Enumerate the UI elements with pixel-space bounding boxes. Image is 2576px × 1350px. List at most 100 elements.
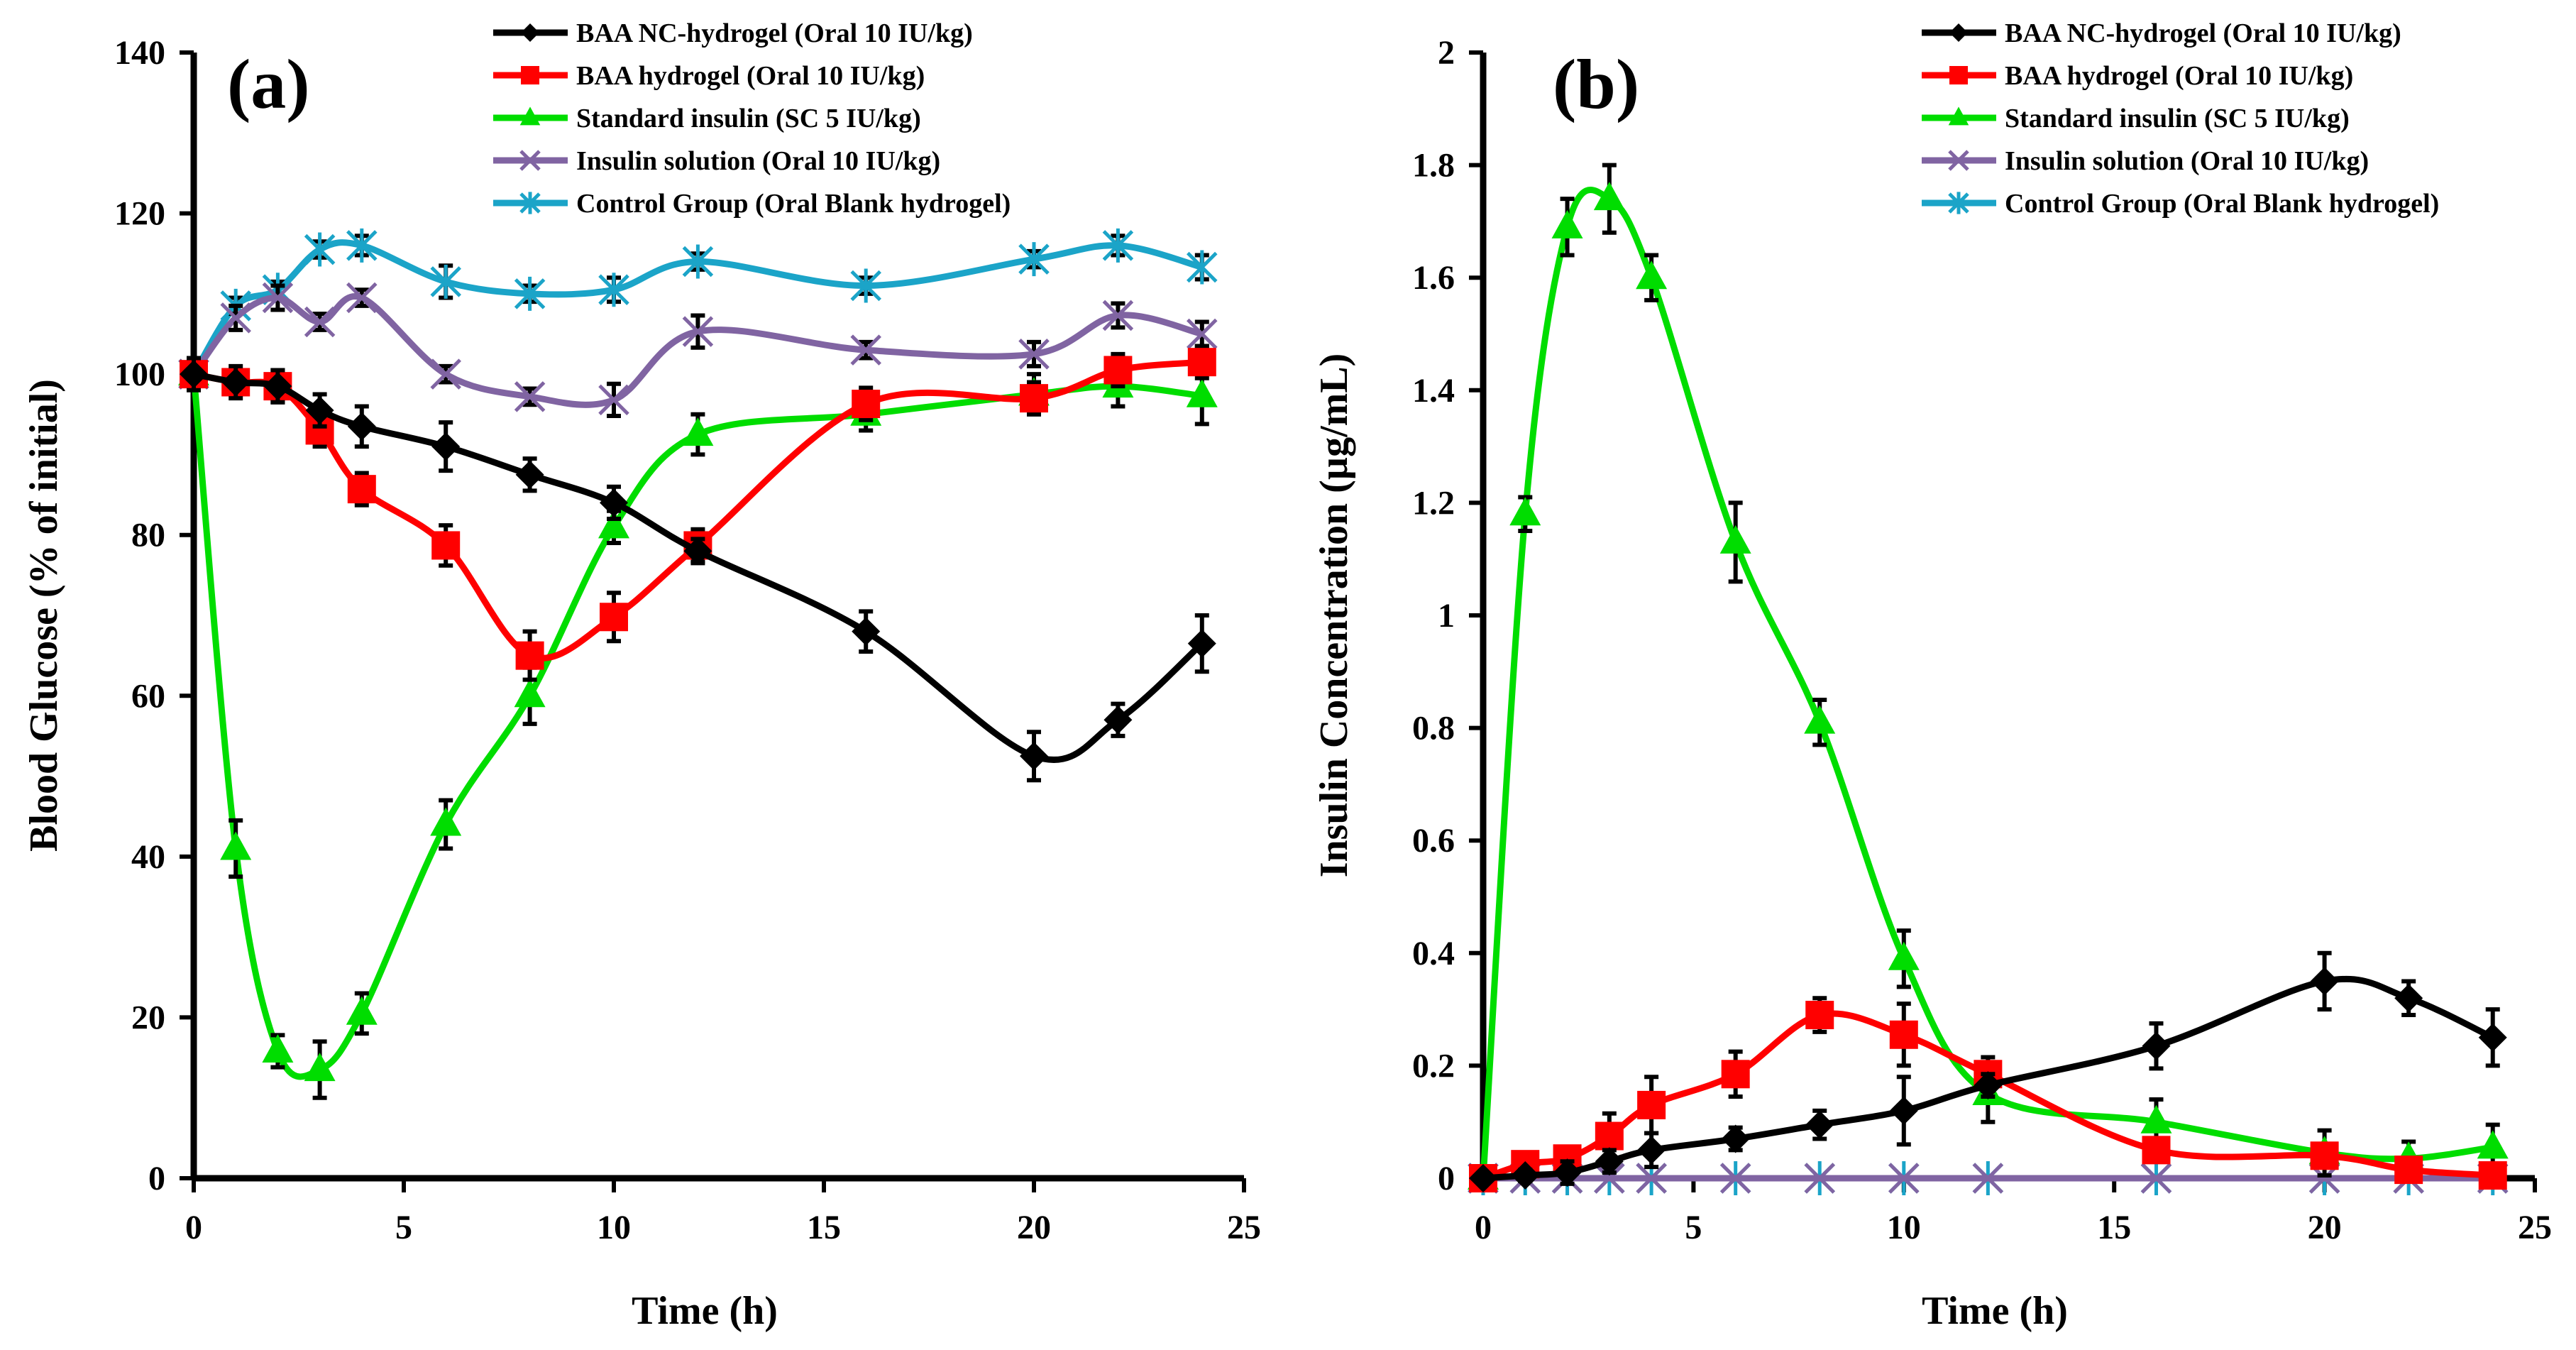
y-tick-label: 1.6: [1412, 259, 1455, 297]
diamond-marker: [600, 488, 628, 517]
chart-panel-b: 00.20.40.60.811.21.41.61.820 5 10 15 20 25Tim…: [1312, 18, 2552, 1333]
y-tick-label: 1.4: [1412, 372, 1455, 410]
triangle-marker: [1509, 497, 1541, 526]
diamond-marker: [1889, 1096, 1918, 1125]
x-marker: [346, 282, 378, 314]
x-tick-label: 5: [395, 1209, 412, 1246]
legend-label: BAA hydrogel (Oral 10 IU/kg): [576, 61, 925, 91]
diamond-marker: [2142, 1031, 2171, 1060]
diamond-marker: [1469, 1164, 1497, 1192]
triangle-marker: [1636, 260, 1668, 290]
x-tick-label: 15: [2097, 1209, 2131, 1246]
star-marker: [519, 192, 541, 214]
square-marker: [600, 603, 628, 632]
triangle-marker: [1186, 378, 1218, 407]
y-tick-label: 60: [131, 677, 165, 715]
y-tick-label: 0.6: [1412, 822, 1455, 860]
square-marker: [2310, 1141, 2339, 1170]
y-tick-label: 2: [1438, 34, 1455, 72]
diamond-marker: [852, 617, 881, 646]
legend-label: Control Group (Oral Blank hydrogel): [576, 189, 1011, 219]
y-tick-label: 0: [148, 1160, 165, 1197]
square-marker: [1949, 66, 1968, 84]
series-baa-hydrogel-oral-10-iu-kg-: [180, 344, 1216, 682]
x-tick-label: 15: [807, 1209, 841, 1246]
star-marker: [1102, 228, 1134, 263]
x-marker: [1102, 300, 1134, 331]
series-baa-hydrogel-oral-10-iu-kg-: [1469, 996, 2507, 1192]
diamond-marker: [1805, 1110, 1834, 1139]
diamond-marker: [1187, 629, 1216, 658]
x-axis-title: Time (h): [632, 1289, 778, 1333]
panel-label: (a): [227, 45, 310, 124]
y-axis-title: Insulin Concentration (µg/mL): [1312, 353, 1356, 878]
y-tick-label: 1.8: [1412, 147, 1455, 185]
series-standard-insulin-sc-5-iu-kg-: [178, 357, 1218, 1100]
x-marker: [1594, 1163, 1625, 1194]
y-tick-label: 0.2: [1412, 1047, 1455, 1085]
diamond-marker: [305, 396, 334, 425]
square-marker: [1595, 1121, 1624, 1151]
square-marker: [1103, 356, 1133, 385]
y-tick-label: 120: [114, 195, 165, 233]
diamond-marker: [1974, 1071, 2003, 1100]
star-marker: [1187, 250, 1218, 285]
square-marker: [1721, 1060, 1750, 1089]
series-standard-insulin-sc-5-iu-kg-: [1468, 163, 2509, 1190]
y-tick-label: 0.8: [1412, 710, 1455, 747]
triangle-marker: [2140, 1104, 2172, 1134]
diamond-marker: [1595, 1147, 1624, 1176]
x-tick-label: 20: [2308, 1209, 2342, 1246]
series-baa-nc-hydrogel-oral-10-iu-kg-: [1469, 950, 2507, 1192]
square-marker: [1020, 384, 1048, 413]
x-marker: [304, 306, 336, 338]
square-marker: [852, 390, 881, 419]
legend-label: Insulin solution (Oral 10 IU/kg): [2005, 146, 2369, 176]
legend-label: BAA hydrogel (Oral 10 IU/kg): [2005, 61, 2353, 91]
x-tick-label: 25: [2518, 1209, 2552, 1246]
y-tick-label: 80: [131, 517, 165, 554]
x-marker: [519, 150, 541, 171]
x-tick-label: 0: [1475, 1209, 1492, 1246]
diamond-marker: [180, 360, 208, 389]
diamond-marker: [2478, 1023, 2507, 1052]
x-marker: [1804, 1163, 1836, 1194]
square-marker: [2394, 1156, 2423, 1185]
star-marker: [682, 244, 714, 279]
star-marker: [598, 273, 629, 307]
x-tick-label: 10: [1887, 1209, 1921, 1246]
x-marker: [1948, 150, 1969, 171]
y-tick-label: 0.4: [1412, 935, 1455, 972]
diamond-marker: [1020, 742, 1048, 771]
triangle-marker: [1948, 106, 1969, 126]
series-line: [191, 293, 1203, 408]
square-marker: [1187, 348, 1216, 377]
diamond-marker: [1103, 706, 1133, 735]
x-marker: [1187, 318, 1218, 350]
triangle-marker: [262, 1034, 294, 1063]
diamond-marker: [2394, 984, 2423, 1013]
x-marker: [220, 302, 251, 334]
legend: BAA NC-hydrogel (Oral 10 IU/kg) BAA hydro…: [1922, 18, 2439, 219]
diamond-marker: [683, 537, 712, 566]
triangle-marker: [346, 996, 378, 1025]
series-line: [193, 358, 1203, 662]
x-marker: [1719, 1163, 1751, 1194]
y-tick-label: 1: [1438, 597, 1455, 635]
y-axis-title: Blood Glucose (% of initial): [22, 379, 66, 852]
diamond-marker: [431, 432, 461, 461]
x-marker: [598, 384, 629, 416]
diamond-marker: [1637, 1136, 1666, 1165]
x-marker: [514, 381, 546, 412]
triangle-marker: [220, 831, 252, 860]
series-line: [1480, 187, 2494, 1179]
x-marker: [1888, 1163, 1920, 1194]
square-marker: [1805, 1001, 1834, 1030]
diamond-marker: [521, 23, 539, 42]
x-marker: [262, 282, 294, 314]
y-tick-label: 100: [114, 356, 165, 393]
triangle-marker: [1888, 941, 1920, 970]
star-marker: [850, 268, 881, 303]
diamond-marker: [263, 372, 292, 401]
series-line: [190, 373, 1203, 1080]
